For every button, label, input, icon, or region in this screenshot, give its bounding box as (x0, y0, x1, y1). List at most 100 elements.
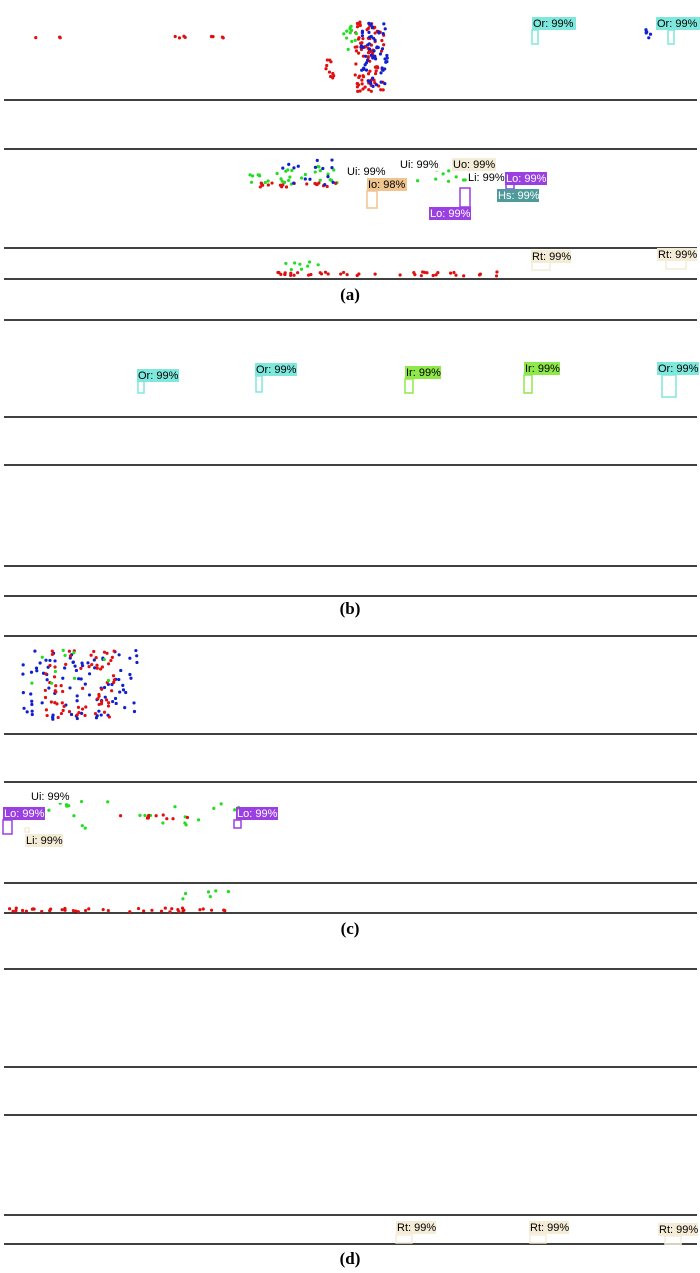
point (281, 166, 285, 170)
point (112, 649, 116, 653)
point (123, 706, 127, 710)
point (278, 183, 283, 187)
point (163, 906, 167, 910)
point (74, 668, 79, 673)
point (356, 89, 360, 93)
point (51, 717, 55, 721)
point (21, 691, 25, 695)
point (30, 712, 34, 717)
detection-label-bg (658, 1223, 698, 1236)
point (56, 715, 60, 720)
point (105, 698, 109, 702)
point (118, 690, 122, 694)
point (113, 696, 118, 701)
detection-label-bg (505, 172, 547, 185)
point (61, 689, 65, 694)
point (413, 273, 417, 277)
point (185, 815, 190, 820)
detection-label: Ui: 99% (347, 166, 386, 178)
point (368, 80, 373, 84)
point (354, 49, 359, 53)
point (248, 173, 252, 177)
point (61, 708, 65, 713)
point (25, 710, 29, 714)
point (372, 49, 376, 53)
point (441, 172, 445, 176)
point (30, 907, 35, 911)
detection-label-bg (532, 17, 576, 30)
point (284, 169, 288, 173)
point (313, 165, 318, 169)
detection-label: Rt: 99% (530, 1222, 569, 1234)
point (319, 272, 324, 276)
point (24, 909, 29, 913)
point (96, 697, 100, 701)
point (134, 648, 138, 653)
point (102, 657, 106, 662)
point (102, 710, 107, 714)
point (261, 183, 265, 187)
detection-label: Rt: 99% (397, 1222, 436, 1234)
point (54, 684, 58, 688)
point (447, 169, 451, 173)
point (68, 654, 73, 658)
point (97, 702, 101, 707)
point (49, 907, 53, 911)
point (369, 49, 373, 54)
point (80, 661, 84, 665)
point (72, 651, 76, 655)
point (106, 662, 111, 666)
point (309, 272, 313, 277)
detection-label-bg (429, 207, 471, 220)
point (79, 799, 84, 804)
point (33, 649, 37, 653)
point (118, 814, 123, 818)
point (103, 695, 107, 699)
point (44, 708, 48, 712)
point (110, 682, 114, 687)
point (355, 21, 360, 26)
point (365, 28, 369, 32)
point (462, 274, 466, 278)
detection-label: Lo: 99% (237, 808, 278, 820)
point (60, 701, 64, 705)
detection-box (366, 190, 378, 209)
point (102, 685, 107, 690)
point (357, 36, 361, 40)
point (222, 908, 226, 912)
point (45, 678, 49, 682)
detection-label: Li: 99% (468, 172, 505, 184)
point (358, 20, 362, 24)
point (59, 684, 63, 688)
point (221, 36, 225, 40)
detection-label-bg (531, 250, 571, 263)
point (346, 47, 350, 52)
point (94, 655, 98, 660)
point (449, 271, 453, 275)
point (373, 272, 377, 276)
point (173, 805, 177, 809)
detection-label-bg (396, 1221, 436, 1234)
point (59, 711, 64, 716)
point (341, 270, 346, 275)
point (58, 36, 62, 40)
point (258, 185, 262, 189)
point (415, 179, 420, 183)
point (326, 175, 330, 179)
point (81, 686, 85, 690)
point (93, 666, 97, 670)
point (38, 661, 42, 665)
detection-label: Ir: 99% (406, 367, 441, 379)
point (377, 31, 381, 35)
point (385, 53, 389, 58)
point (106, 704, 111, 708)
point (168, 910, 172, 914)
point (292, 273, 296, 277)
point (65, 804, 69, 808)
point (318, 169, 322, 173)
point (53, 669, 57, 674)
detection-label-bg (656, 17, 700, 30)
point (29, 670, 34, 674)
point (177, 910, 181, 914)
point (358, 89, 362, 93)
